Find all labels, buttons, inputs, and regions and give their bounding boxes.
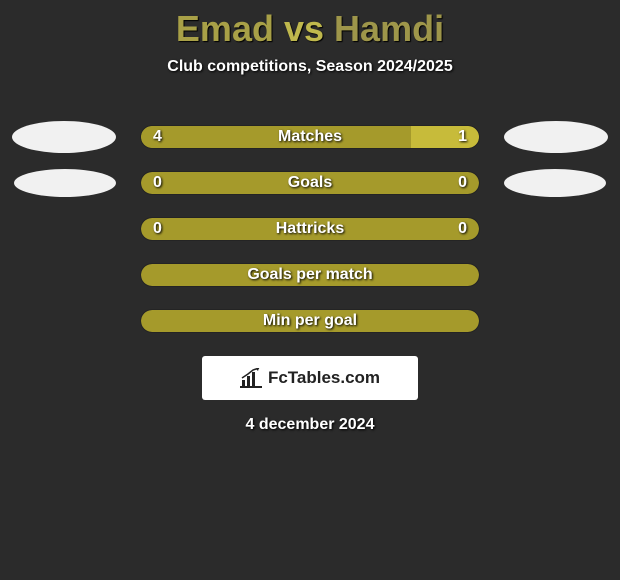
vs-text: vs xyxy=(284,8,324,49)
comparison-title: Emad vs Hamdi xyxy=(0,0,620,50)
stat-label: Goals xyxy=(141,174,479,192)
stat-bar: 41Matches xyxy=(140,125,480,149)
subtitle: Club competitions, Season 2024/2025 xyxy=(0,58,620,76)
stat-bar: 00Hattricks xyxy=(140,217,480,241)
stat-bar: Goals per match xyxy=(140,263,480,287)
stat-label: Matches xyxy=(141,128,479,146)
stat-row: 00Goals xyxy=(0,160,620,206)
date-text: 4 december 2024 xyxy=(0,416,620,434)
player2-avatar xyxy=(504,121,608,153)
stat-bar: Min per goal xyxy=(140,309,480,333)
stat-label: Hattricks xyxy=(141,220,479,238)
player1-avatar xyxy=(12,121,116,153)
stat-row: 41Matches xyxy=(0,114,620,160)
chart-icon xyxy=(240,368,262,388)
stat-label: Goals per match xyxy=(141,266,479,284)
stats-area: 41Matches 00Goals 00Hattricks Goals per mat… xyxy=(0,114,620,344)
player1-name: Emad xyxy=(176,8,274,49)
player1-avatar xyxy=(14,169,116,197)
player2-avatar xyxy=(504,169,606,197)
stat-row: Min per goal xyxy=(0,298,620,344)
stat-row: Goals per match xyxy=(0,252,620,298)
stat-row: 00Hattricks xyxy=(0,206,620,252)
stat-label: Min per goal xyxy=(141,312,479,330)
stat-bar: 00Goals xyxy=(140,171,480,195)
player2-name: Hamdi xyxy=(334,8,444,49)
brand-text: FcTables.com xyxy=(268,368,380,388)
brand-box[interactable]: FcTables.com xyxy=(202,356,418,400)
